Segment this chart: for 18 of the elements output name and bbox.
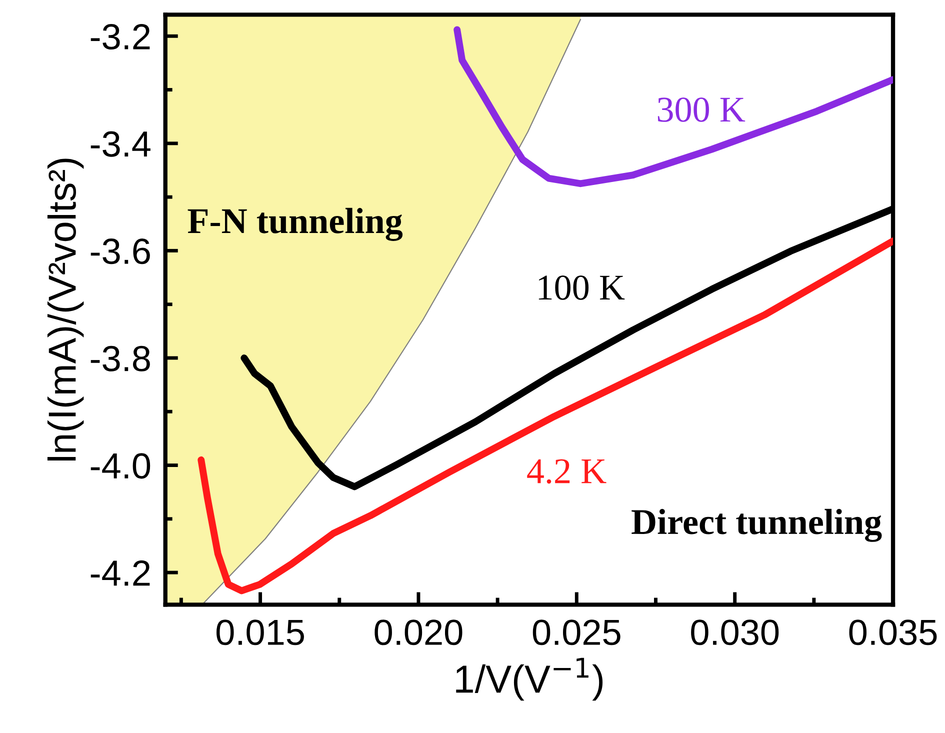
y-axis-title: ln(I(mA)/(V²volts²) [47, 158, 84, 460]
y-tick-label: -3.4 [90, 131, 150, 157]
x-tick-label: 0.030 [691, 620, 779, 646]
y-tick-label: -4.0 [90, 453, 150, 479]
x-tick-label: 0.020 [374, 620, 462, 646]
series-label: 300 K [658, 98, 746, 122]
annotation: F-N tunneling [188, 208, 403, 241]
series-label: 100 K [538, 276, 625, 300]
y-tick-label: -4.2 [90, 560, 150, 586]
x-tick-label: 0.015 [216, 620, 304, 646]
x-tick-label: 0.025 [532, 620, 620, 646]
y-tick-label: -3.8 [90, 346, 150, 372]
x-axis-title: 1/V(V$^{−1}$) [456, 658, 603, 701]
y-tick-label: -3.6 [90, 238, 150, 264]
series-label: 4.2 K [527, 459, 606, 484]
x-tick-label: 0.035 [849, 620, 937, 646]
y-tick-label: -3.2 [90, 24, 150, 50]
annotation: Direct tunneling [632, 508, 882, 542]
